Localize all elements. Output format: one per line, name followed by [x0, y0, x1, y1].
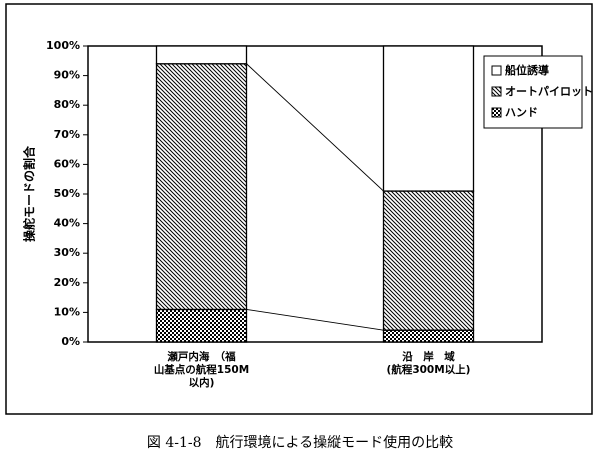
legend-swatch — [491, 65, 502, 76]
legend-label: ハンド — [505, 106, 538, 119]
y-tick-label: 40% — [54, 217, 80, 230]
legend-swatch — [491, 107, 502, 118]
y-tick-label: 20% — [54, 276, 80, 289]
x-category-label-line: (航程300M以上) — [387, 363, 471, 376]
y-tick-label: 90% — [54, 69, 80, 82]
bar-segment — [155, 308, 248, 343]
outer-frame — [5, 3, 593, 415]
x-category-label-line: 山基点の航程150M — [154, 363, 249, 376]
bar-segment — [155, 63, 248, 311]
x-category-label: 瀬戸内海 （福山基点の航程150M 以内) — [154, 350, 249, 389]
x-category-label-line: 瀬戸内海 （福 — [167, 350, 236, 363]
bar-segment — [382, 190, 475, 331]
legend-swatch — [491, 86, 502, 97]
x-axis-categories: 瀬戸内海 （福山基点の航程150M 以内) 沿 岸 域(航程300M以上) — [154, 350, 471, 389]
bar-segment — [382, 45, 475, 192]
y-axis: 0% 10% 20% 30% 40% 50% 60% 70% 80% 90% 100% — [46, 39, 88, 348]
legend-label: オートパイロット — [505, 85, 593, 98]
figure-caption: 図 4-1-8 航行環境による操縦モード使用の比較 — [147, 434, 453, 451]
bars — [155, 45, 475, 343]
y-tick-label: 60% — [54, 157, 80, 170]
y-tick-label: 50% — [54, 187, 80, 200]
connector-lines — [246, 63, 384, 331]
y-tick-label: 30% — [54, 246, 80, 259]
connector-line — [246, 63, 384, 192]
y-tick-label: 70% — [54, 128, 80, 141]
y-tick-label: 80% — [54, 98, 80, 111]
bar-segment — [155, 45, 248, 65]
y-tick-label: 10% — [54, 305, 80, 318]
x-category-label: 沿 岸 域(航程300M以上) — [387, 350, 471, 376]
y-axis-title: 操舵モードの割合 — [22, 145, 37, 242]
y-tick-label: 100% — [46, 39, 80, 52]
y-tick-label: 0% — [61, 335, 80, 348]
x-category-label-line: 沿 岸 域 — [402, 350, 455, 363]
connector-line — [246, 308, 384, 331]
x-category-label-line: 以内) — [189, 376, 215, 389]
bar-segment — [382, 329, 475, 343]
legend-label: 船位誘導 — [505, 63, 549, 77]
